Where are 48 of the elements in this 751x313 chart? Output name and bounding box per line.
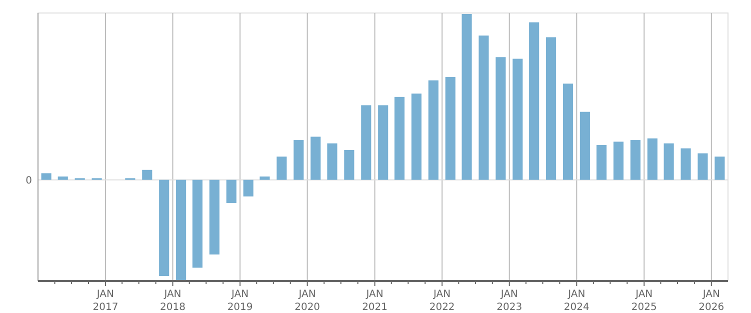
x-tick-label: JAN 2018 (160, 289, 186, 313)
bar (226, 180, 236, 204)
x-tick-label: JAN 2017 (92, 289, 118, 313)
bar (546, 37, 556, 180)
bar (58, 176, 68, 180)
ref-line-label: 0 (26, 175, 32, 186)
bar (411, 94, 422, 180)
bar (394, 96, 405, 180)
bar (562, 84, 574, 180)
bar (462, 14, 472, 180)
bar (580, 112, 590, 180)
bar (714, 156, 725, 180)
bar (276, 156, 287, 180)
x-tick-label: JAN 2024 (564, 289, 590, 313)
bar (159, 180, 170, 276)
bar (378, 105, 388, 180)
bar (529, 22, 540, 180)
bar (478, 36, 489, 180)
bar (680, 148, 691, 180)
bar (445, 77, 456, 180)
bar (630, 140, 640, 180)
bar (664, 143, 674, 180)
bar (496, 57, 506, 180)
x-tick-label: JAN 2019 (227, 289, 253, 313)
bar (596, 145, 607, 180)
bar (192, 180, 202, 268)
x-tick-label: JAN 2026 (698, 289, 724, 313)
x-tick-label: JAN 2020 (294, 289, 320, 313)
x-tick-label: JAN 2021 (362, 289, 388, 313)
bar (142, 170, 152, 180)
bar (310, 136, 321, 180)
x-tick-label: JAN 2025 (631, 289, 657, 313)
x-tick-label: JAN 2022 (429, 289, 455, 313)
bar (428, 80, 438, 180)
bar (176, 180, 186, 281)
bar (41, 173, 52, 180)
bar (209, 180, 220, 254)
bar (260, 176, 270, 180)
bar (647, 138, 658, 180)
bar (512, 58, 523, 180)
bar (243, 180, 254, 196)
bar (361, 105, 372, 180)
bar (698, 153, 708, 180)
bar (294, 140, 304, 180)
bar (613, 142, 624, 180)
x-tick-label: JAN 2023 (496, 289, 522, 313)
bar (327, 143, 338, 180)
bar (344, 150, 354, 180)
